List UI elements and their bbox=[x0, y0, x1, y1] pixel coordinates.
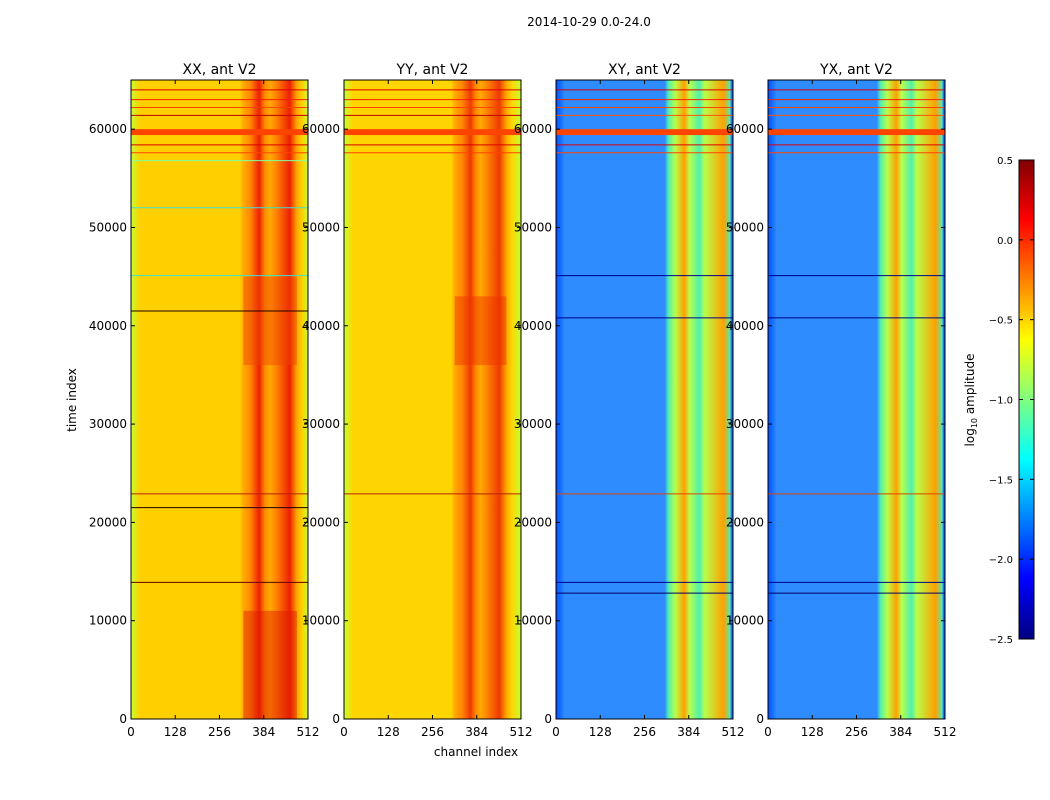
panel-2: YY, ant V2 0 128 256 384 512 0 10000 20000 30000 4… bbox=[302, 62, 533, 739]
y-tick-label: 40000 bbox=[514, 319, 552, 333]
heatmap-image bbox=[344, 80, 521, 719]
y-tick-label: 60000 bbox=[726, 122, 764, 136]
colorbar-tick-label: −0.5 bbox=[989, 316, 1013, 327]
colorbar-label-suffix: amplitude bbox=[963, 354, 977, 418]
x-tick-label: 384 bbox=[677, 725, 700, 739]
y-axis-label: time index bbox=[65, 368, 79, 432]
colorbar-label-sub: 10 bbox=[970, 418, 979, 428]
y-tick-label: 60000 bbox=[302, 122, 340, 136]
x-tick-label: 512 bbox=[510, 725, 533, 739]
x-tick-label: 128 bbox=[801, 725, 824, 739]
panel-1: XX, ant V2 0 128 256 384 512 0 10000 20000 30000 4… bbox=[89, 62, 320, 739]
y-tick-label: 10000 bbox=[514, 614, 552, 628]
x-tick-label: 128 bbox=[377, 725, 400, 739]
y-tick-label: 50000 bbox=[514, 220, 552, 234]
x-tick-label: 512 bbox=[297, 725, 320, 739]
colorbar-label: log10 amplitude bbox=[963, 354, 979, 447]
x-tick-label: 128 bbox=[164, 725, 187, 739]
hot-region bbox=[243, 610, 297, 719]
panels-group: XX, ant V2 0 128 256 384 512 0 10000 20000 30000 4… bbox=[89, 62, 957, 739]
panel-title: YY, ant V2 bbox=[396, 62, 469, 78]
y-tick-label: 30000 bbox=[302, 417, 340, 431]
y-tick-label: 20000 bbox=[514, 515, 552, 529]
colorbar-tick-label: −1.0 bbox=[989, 396, 1013, 407]
panel-title: XY, ant V2 bbox=[608, 62, 681, 78]
y-tick-label: 10000 bbox=[302, 614, 340, 628]
flag-stripe bbox=[556, 129, 733, 136]
panel-title: YX, ant V2 bbox=[819, 62, 893, 78]
panel-4: YX, ant V2 0 128 256 384 512 0 10000 20000 30000 4… bbox=[726, 62, 957, 739]
x-axis-label: channel index bbox=[434, 745, 518, 759]
x-tick-label: 512 bbox=[934, 725, 957, 739]
x-tick-label: 256 bbox=[633, 725, 656, 739]
panel-3: XY, ant V2 0 128 256 384 512 0 10000 20000 30000 4… bbox=[514, 62, 745, 739]
y-tick-label: 30000 bbox=[514, 417, 552, 431]
heatmap-image bbox=[556, 80, 733, 719]
x-tick-label: 256 bbox=[208, 725, 231, 739]
y-tick-label: 30000 bbox=[726, 417, 764, 431]
x-tick-label: 0 bbox=[552, 725, 560, 739]
x-tick-label: 0 bbox=[127, 725, 135, 739]
x-tick-label: 256 bbox=[421, 725, 444, 739]
flag-stripe bbox=[344, 129, 521, 136]
x-tick-label: 128 bbox=[589, 725, 612, 739]
x-tick-label: 384 bbox=[465, 725, 488, 739]
y-tick-label: 10000 bbox=[726, 614, 764, 628]
colorbar-tick-label: −1.5 bbox=[989, 475, 1013, 486]
y-tick-label: 0 bbox=[544, 712, 552, 726]
y-tick-label: 50000 bbox=[89, 220, 127, 234]
x-tick-label: 0 bbox=[764, 725, 772, 739]
flag-stripe bbox=[131, 129, 308, 136]
y-tick-label: 20000 bbox=[89, 515, 127, 529]
x-tick-label: 0 bbox=[340, 725, 348, 739]
y-tick-label: 0 bbox=[756, 712, 764, 726]
y-tick-label: 0 bbox=[119, 712, 127, 726]
y-tick-label: 10000 bbox=[89, 614, 127, 628]
y-tick-label: 0 bbox=[332, 712, 340, 726]
y-tick-label: 60000 bbox=[89, 122, 127, 136]
y-tick-label: 50000 bbox=[726, 220, 764, 234]
flag-stripe bbox=[768, 129, 945, 136]
heatmap-image bbox=[131, 80, 308, 719]
y-tick-label: 50000 bbox=[302, 220, 340, 234]
x-tick-label: 384 bbox=[889, 725, 912, 739]
colorbar-tick-label: −2.5 bbox=[989, 635, 1013, 646]
hot-region bbox=[243, 276, 297, 366]
colorbar-tick-label: 0.5 bbox=[997, 156, 1013, 167]
y-tick-label: 30000 bbox=[89, 417, 127, 431]
y-tick-label: 20000 bbox=[726, 515, 764, 529]
y-tick-label: 20000 bbox=[302, 515, 340, 529]
y-tick-label: 40000 bbox=[302, 319, 340, 333]
hot-region bbox=[454, 296, 507, 366]
x-tick-label: 384 bbox=[252, 725, 275, 739]
colorbar: 0.5 0.0 −0.5 −1.0 −1.5 −2.0 −2.5 log10 amplitud… bbox=[963, 156, 1035, 646]
x-tick-label: 512 bbox=[722, 725, 745, 739]
figure-title: 2014-10-29 0.0-24.0 bbox=[527, 15, 651, 29]
colorbar-label-main: log bbox=[963, 428, 977, 446]
y-tick-label: 60000 bbox=[514, 122, 552, 136]
x-tick-label: 256 bbox=[845, 725, 868, 739]
y-tick-label: 40000 bbox=[89, 319, 127, 333]
panel-title: XX, ant V2 bbox=[183, 62, 257, 78]
colorbar-tick-label: −2.0 bbox=[989, 555, 1013, 566]
heatmap-image bbox=[768, 80, 945, 719]
colorbar-tick-label: 0.0 bbox=[997, 236, 1013, 247]
y-tick-label: 40000 bbox=[726, 319, 764, 333]
